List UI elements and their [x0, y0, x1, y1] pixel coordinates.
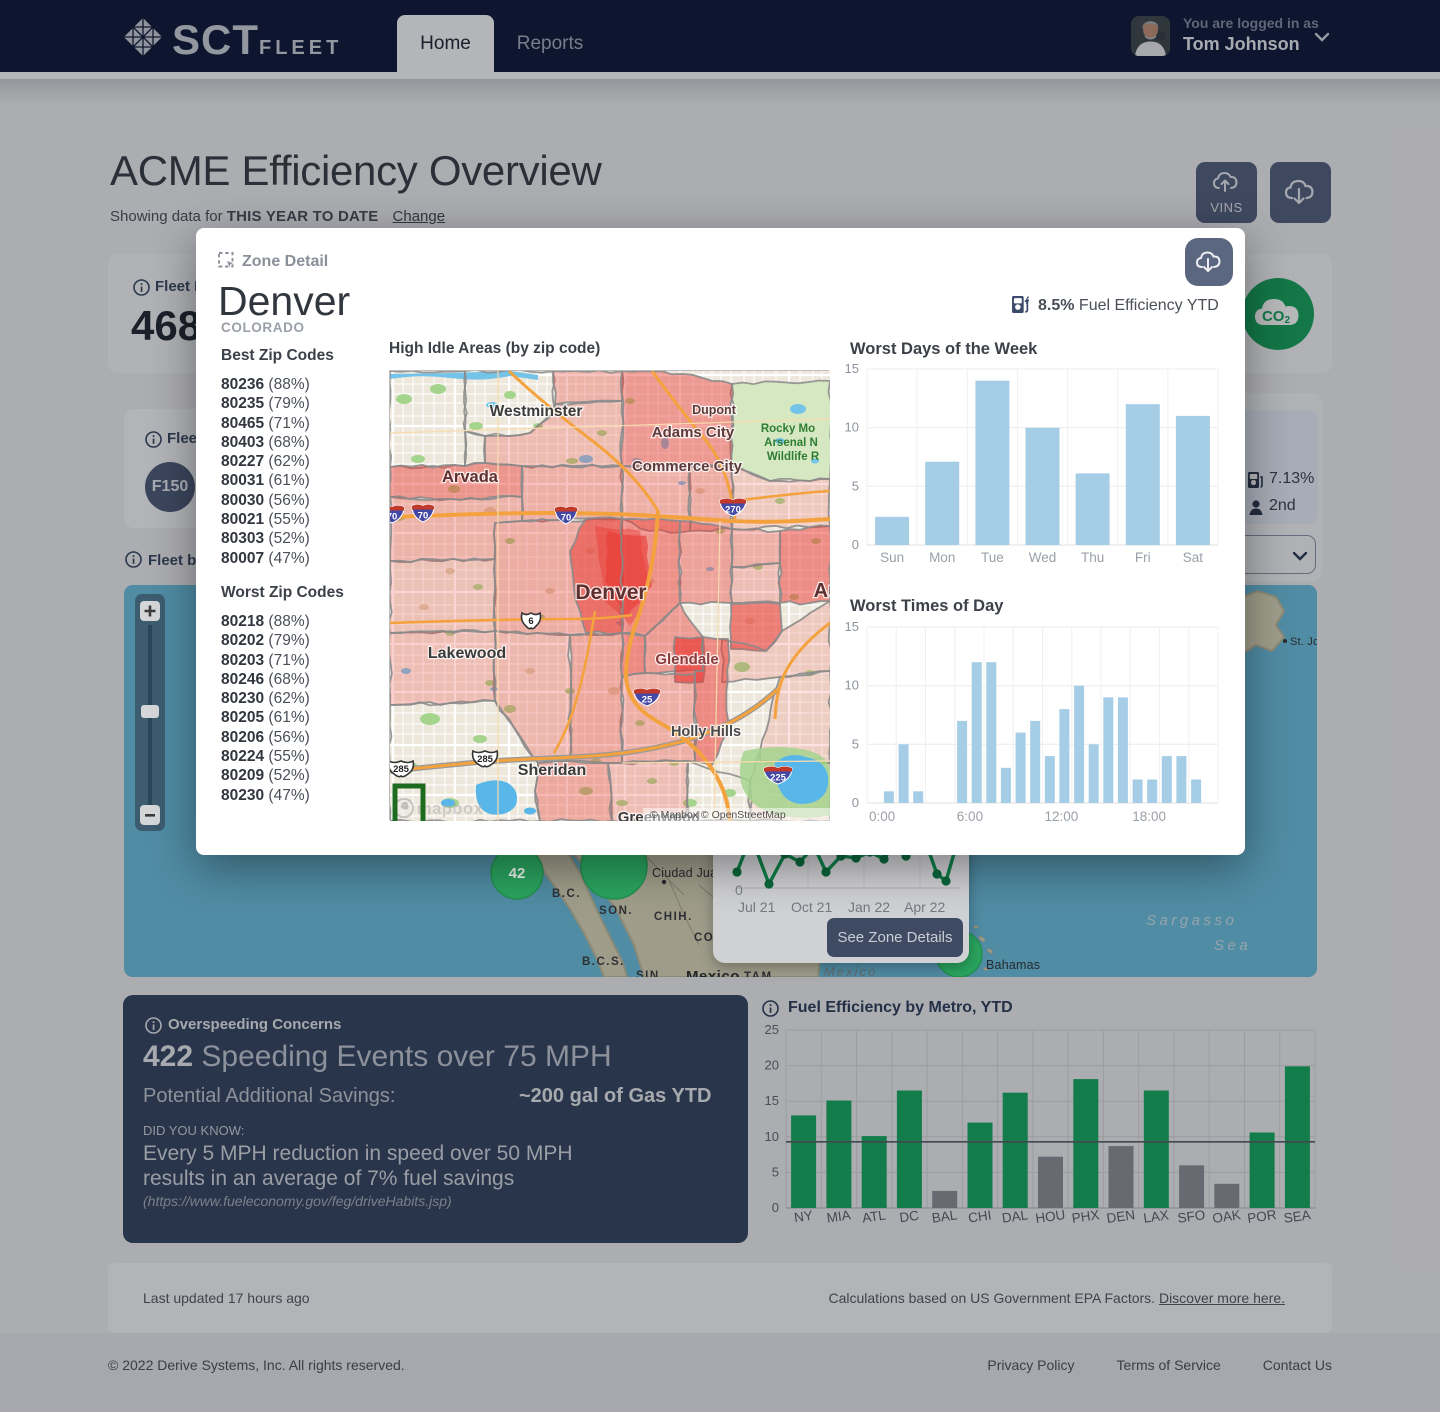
svg-text:Sargasso: Sargasso	[1146, 912, 1237, 929]
svg-text:285: 285	[393, 764, 410, 775]
svg-text:Mexico: Mexico	[824, 964, 877, 977]
svg-text:OAK: OAK	[1211, 1207, 1241, 1226]
svg-text:15: 15	[765, 1093, 779, 1108]
svg-text:12:00: 12:00	[1045, 809, 1079, 824]
svg-text:0: 0	[852, 537, 859, 552]
svg-text:HOU: HOU	[1034, 1207, 1066, 1226]
svg-text:0:00: 0:00	[869, 809, 895, 824]
svg-text:10: 10	[765, 1129, 779, 1144]
svg-text:Bahamas: Bahamas	[986, 958, 1040, 972]
svg-text:0: 0	[772, 1200, 779, 1215]
svg-text:Lakewood: Lakewood	[428, 645, 506, 662]
svg-text:Tue: Tue	[981, 550, 1004, 565]
svg-text:BAL: BAL	[931, 1207, 959, 1225]
svg-text:5: 5	[852, 478, 859, 493]
svg-text:B.C.: B.C.	[552, 888, 581, 900]
svg-text:15: 15	[845, 619, 859, 634]
svg-text:Adams City: Adams City	[652, 424, 735, 441]
svg-text:CO2: CO2	[1262, 308, 1291, 326]
svg-text:Commerce City: Commerce City	[632, 458, 743, 475]
svg-text:Au: Au	[814, 580, 830, 602]
svg-text:0: 0	[852, 795, 859, 810]
svg-text:20: 20	[765, 1058, 779, 1073]
svg-text:Sun: Sun	[880, 550, 904, 565]
svg-text:NY: NY	[793, 1208, 814, 1225]
svg-text:Sea: Sea	[1214, 937, 1251, 954]
svg-text:Holly Hills: Holly Hills	[671, 724, 741, 740]
svg-text:PHX: PHX	[1071, 1207, 1101, 1226]
svg-text:6:00: 6:00	[957, 809, 983, 824]
svg-text:SEA: SEA	[1283, 1207, 1312, 1226]
svg-text:Denver: Denver	[575, 581, 646, 604]
svg-text:St. John's: St. John's	[1290, 636, 1317, 648]
svg-text:6: 6	[528, 616, 533, 627]
svg-text:5: 5	[772, 1164, 779, 1179]
svg-text:© Mapbox © OpenStreetMap: © Mapbox © OpenStreetMap	[650, 809, 786, 821]
svg-text:42: 42	[509, 865, 526, 882]
svg-text:70: 70	[390, 512, 397, 523]
svg-text:5: 5	[852, 736, 859, 751]
svg-text:Sheridan: Sheridan	[518, 762, 586, 779]
svg-text:CHIH.: CHIH.	[654, 911, 693, 923]
svg-text:LAX: LAX	[1142, 1207, 1169, 1225]
svg-text:mapbox: mapbox	[417, 800, 484, 818]
svg-text:Wildlife R: Wildlife R	[767, 451, 820, 463]
svg-text:Wed: Wed	[1029, 550, 1057, 565]
svg-text:285: 285	[477, 754, 494, 765]
svg-text:10: 10	[845, 678, 859, 693]
svg-text:70: 70	[561, 513, 572, 524]
svg-text:DEN: DEN	[1106, 1207, 1136, 1226]
svg-text:Sat: Sat	[1183, 550, 1204, 565]
svg-text:Arvada: Arvada	[442, 468, 499, 486]
svg-text:70: 70	[418, 511, 429, 522]
svg-text:Thu: Thu	[1081, 550, 1104, 565]
svg-text:Fri: Fri	[1135, 550, 1151, 565]
svg-text:Arsenal N: Arsenal N	[764, 437, 818, 449]
svg-text:Glendale: Glendale	[655, 651, 718, 668]
svg-text:B.C.S.: B.C.S.	[582, 956, 625, 968]
svg-text:Westminster: Westminster	[490, 403, 583, 420]
svg-text:270: 270	[725, 505, 741, 516]
svg-text:ATL: ATL	[861, 1207, 887, 1225]
svg-text:18:00: 18:00	[1132, 809, 1166, 824]
svg-text:Mon: Mon	[929, 550, 955, 565]
svg-text:MIA: MIA	[826, 1207, 852, 1225]
svg-text:Mexico: Mexico	[686, 968, 740, 977]
svg-text:Rocky Mo: Rocky Mo	[761, 423, 815, 435]
svg-text:225: 225	[770, 773, 787, 784]
svg-text:DC: DC	[898, 1208, 920, 1226]
svg-text:25: 25	[642, 695, 653, 706]
svg-text:Dupont: Dupont	[692, 403, 737, 417]
svg-text:10: 10	[845, 420, 859, 435]
svg-text:TAM.: TAM.	[744, 971, 777, 977]
svg-text:CHI: CHI	[967, 1207, 992, 1225]
svg-text:15: 15	[845, 361, 859, 376]
svg-text:DAL: DAL	[1001, 1207, 1030, 1226]
svg-text:SIN.: SIN.	[636, 970, 664, 977]
svg-text:POR: POR	[1246, 1207, 1277, 1226]
svg-text:SON.: SON.	[599, 905, 633, 917]
svg-text:25: 25	[765, 1022, 779, 1037]
svg-text:SFO: SFO	[1177, 1207, 1207, 1226]
